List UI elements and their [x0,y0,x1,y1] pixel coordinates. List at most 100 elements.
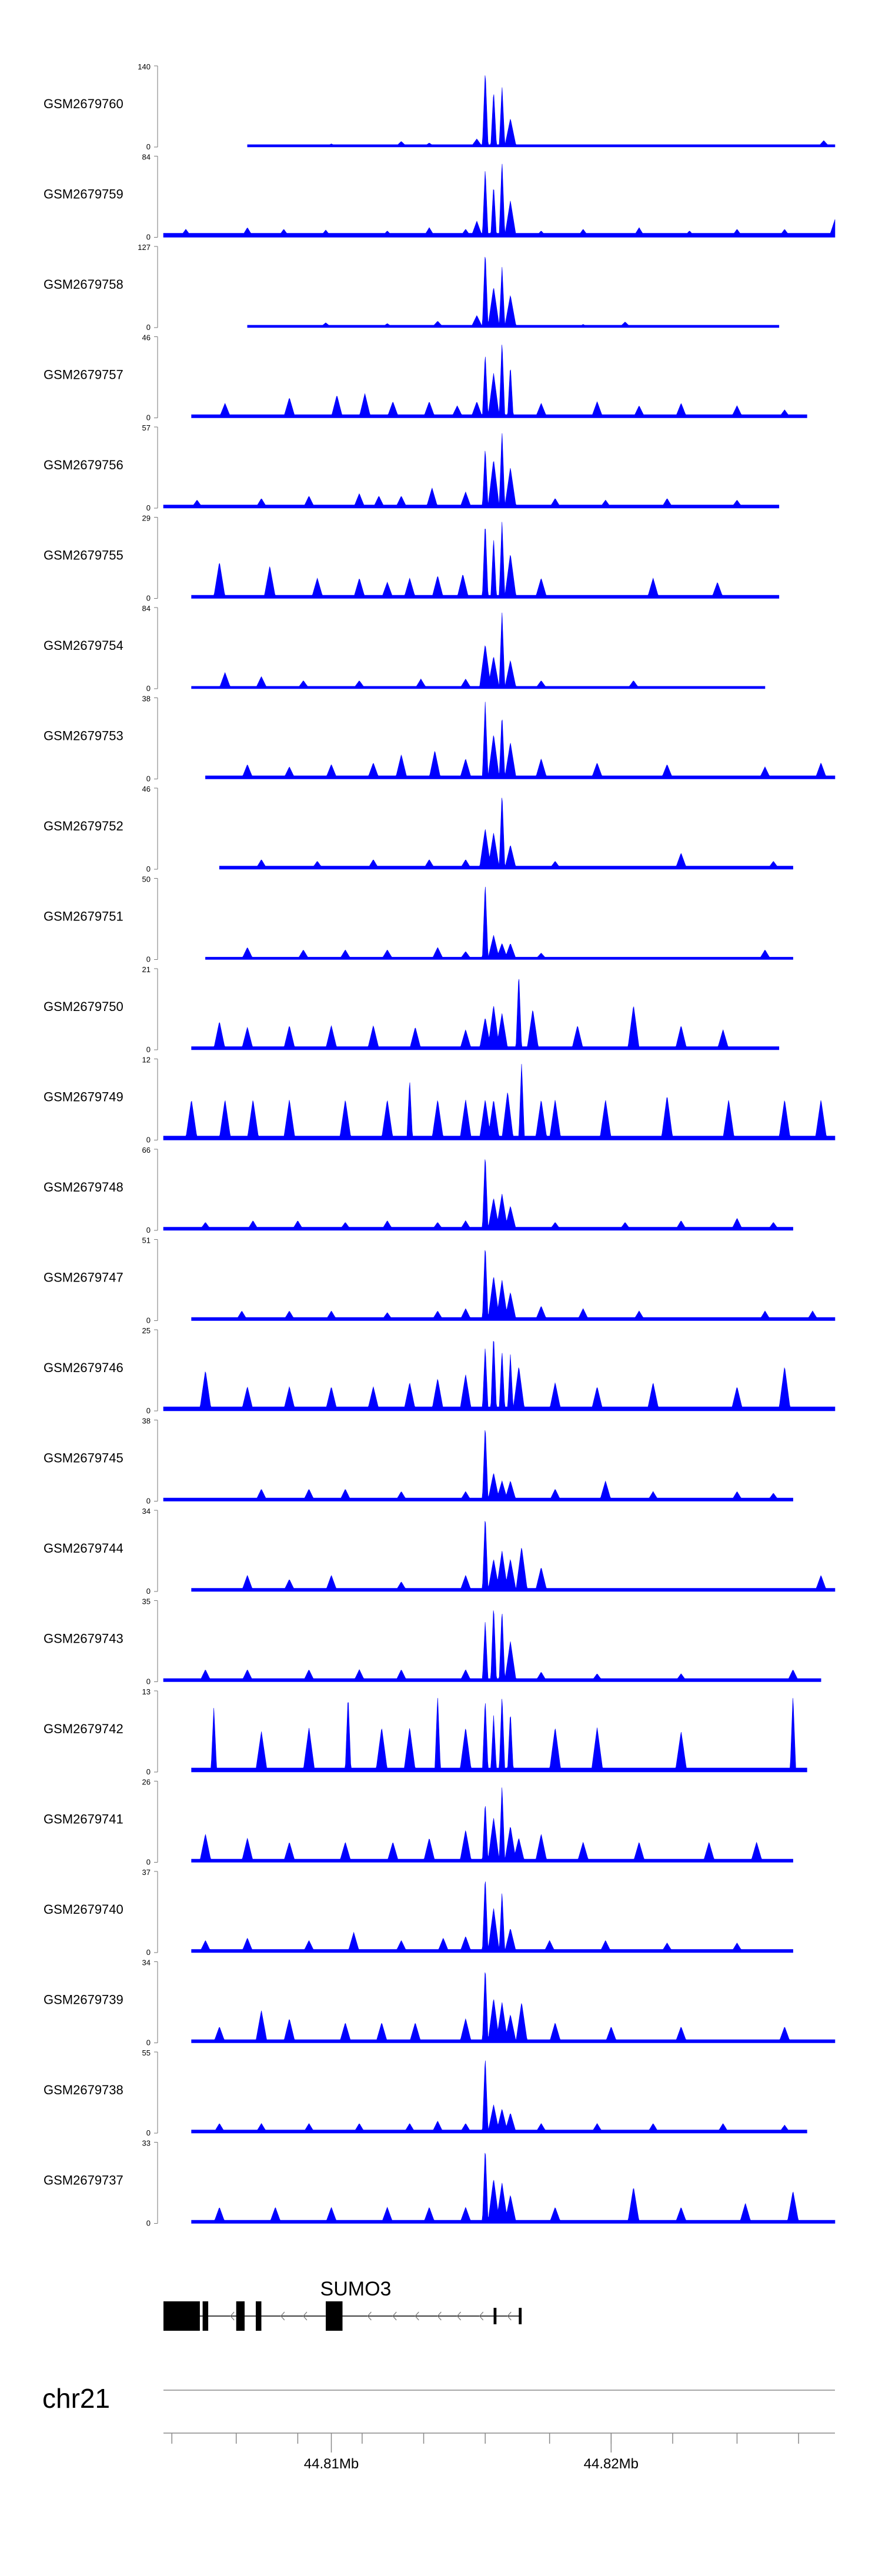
gene-exon [236,2301,245,2331]
y-tick-label-max: 51 [142,1236,151,1245]
track-GSM2679758: GSM2679758 127 0 [44,243,780,332]
y-tick-label-max: 84 [142,153,151,162]
coverage-area [163,1064,836,1140]
coverage-area [191,1698,807,1773]
strand-arrow [230,2311,235,2321]
strand-arrow [280,2311,285,2321]
y-tick-label-max: 46 [142,333,151,342]
coverage-area [163,433,780,509]
gene-exon [326,2301,343,2331]
y-tick-label-min: 0 [146,775,151,783]
y-tick-label-max: 33 [142,2139,151,2148]
track-label: GSM2679749 [44,1090,123,1105]
y-tick-label-min: 0 [146,323,151,332]
y-tick-label-min: 0 [146,1677,151,1686]
track-GSM2679759: GSM2679759 84 0 [44,153,836,242]
coverage-area [191,1787,793,1863]
coverage-area [191,345,807,418]
y-tick-label-max: 140 [138,62,151,71]
y-tick-label-min: 0 [146,955,151,964]
y-tick-label-min: 0 [146,1767,151,1776]
y-tick-label-min: 0 [146,594,151,603]
coverage-area [163,1430,793,1501]
gene-track: SUMO3 [163,2278,522,2331]
track-label: GSM2679741 [44,1812,123,1827]
y-tick-label-min: 0 [146,1226,151,1234]
gene-exon [519,2308,522,2324]
coverage-area [247,75,836,148]
coverage-area [191,612,766,689]
track-GSM2679742: GSM2679742 13 0 [44,1687,807,1776]
track-label: GSM2679760 [44,96,123,111]
y-tick-label-max: 57 [142,423,151,432]
strand-arrow [479,2311,484,2321]
gene-exon [202,2301,209,2331]
track-label: GSM2679739 [44,1993,123,2007]
y-tick-label-min: 0 [146,1045,151,1054]
y-tick-label-max: 35 [142,1597,151,1606]
coverage-area [163,1159,793,1231]
y-tick-label-min: 0 [146,865,151,873]
y-tick-label-max: 50 [142,875,151,884]
track-label: GSM2679750 [44,999,123,1014]
track-GSM2679755: GSM2679755 29 0 [44,514,780,603]
y-tick-label-max: 37 [142,1868,151,1877]
strand-arrow [303,2311,308,2321]
track-label: GSM2679742 [44,1721,123,1736]
y-tick-label-max: 38 [142,1417,151,1426]
track-GSM2679746: GSM2679746 25 0 [44,1326,836,1415]
y-tick-label-max: 34 [142,1958,151,1967]
track-label: GSM2679747 [44,1270,123,1285]
track-GSM2679748: GSM2679748 66 0 [44,1146,793,1234]
track-GSM2679743: GSM2679743 35 0 [44,1597,821,1686]
track-label: GSM2679757 [44,368,123,382]
coverage-area [163,163,836,238]
y-tick-label-min: 0 [146,2128,151,2137]
y-tick-label-max: 127 [138,243,151,252]
track-GSM2679737: GSM2679737 33 0 [44,2139,836,2228]
y-tick-label-min: 0 [146,233,151,242]
gene-exon [493,2308,497,2324]
strand-arrow [507,2311,512,2321]
track-GSM2679740: GSM2679740 37 0 [44,1868,793,1957]
track-GSM2679760: GSM2679760 140 0 [44,62,836,151]
y-tick-label-min: 0 [146,142,151,151]
y-tick-label-max: 25 [142,1326,151,1335]
chromosome-label: chr21 [42,2383,110,2414]
y-tick-label-max: 66 [142,1146,151,1154]
track-GSM2679754: GSM2679754 84 0 [44,604,766,693]
track-GSM2679738: GSM2679738 55 0 [44,2048,807,2137]
coverage-area [191,2153,836,2224]
y-tick-label-min: 0 [146,1587,151,1596]
track-label: GSM2679748 [44,1180,123,1194]
track-GSM2679751: GSM2679751 50 0 [44,875,793,964]
track-label: GSM2679751 [44,909,123,924]
y-tick-label-max: 21 [142,965,151,974]
track-label: GSM2679752 [44,819,123,833]
y-tick-label-max: 38 [142,695,151,703]
track-label: GSM2679744 [44,1541,123,1556]
track-label: GSM2679740 [44,1902,123,1917]
y-tick-label-min: 0 [146,684,151,693]
track-GSM2679744: GSM2679744 34 0 [44,1507,836,1596]
track-label: GSM2679755 [44,548,123,563]
coverage-area [163,1340,836,1412]
y-tick-label-min: 0 [146,1316,151,1325]
strand-arrow [392,2311,397,2321]
y-tick-label-min: 0 [146,503,151,512]
y-tick-label-max: 26 [142,1778,151,1787]
track-GSM2679750: GSM2679750 21 0 [44,965,780,1054]
track-GSM2679753: GSM2679753 38 0 [44,695,836,783]
coverage-area [247,256,780,328]
coverage-area [191,522,780,599]
track-GSM2679739: GSM2679739 34 0 [44,1958,836,2047]
track-label: GSM2679746 [44,1360,123,1375]
gene-exon [163,2301,200,2331]
y-tick-label-min: 0 [146,1136,151,1144]
y-tick-label-min: 0 [146,2038,151,2047]
track-label: GSM2679759 [44,187,123,202]
track-label: GSM2679754 [44,638,123,653]
track-label: GSM2679737 [44,2173,123,2188]
y-tick-label-min: 0 [146,1497,151,1506]
